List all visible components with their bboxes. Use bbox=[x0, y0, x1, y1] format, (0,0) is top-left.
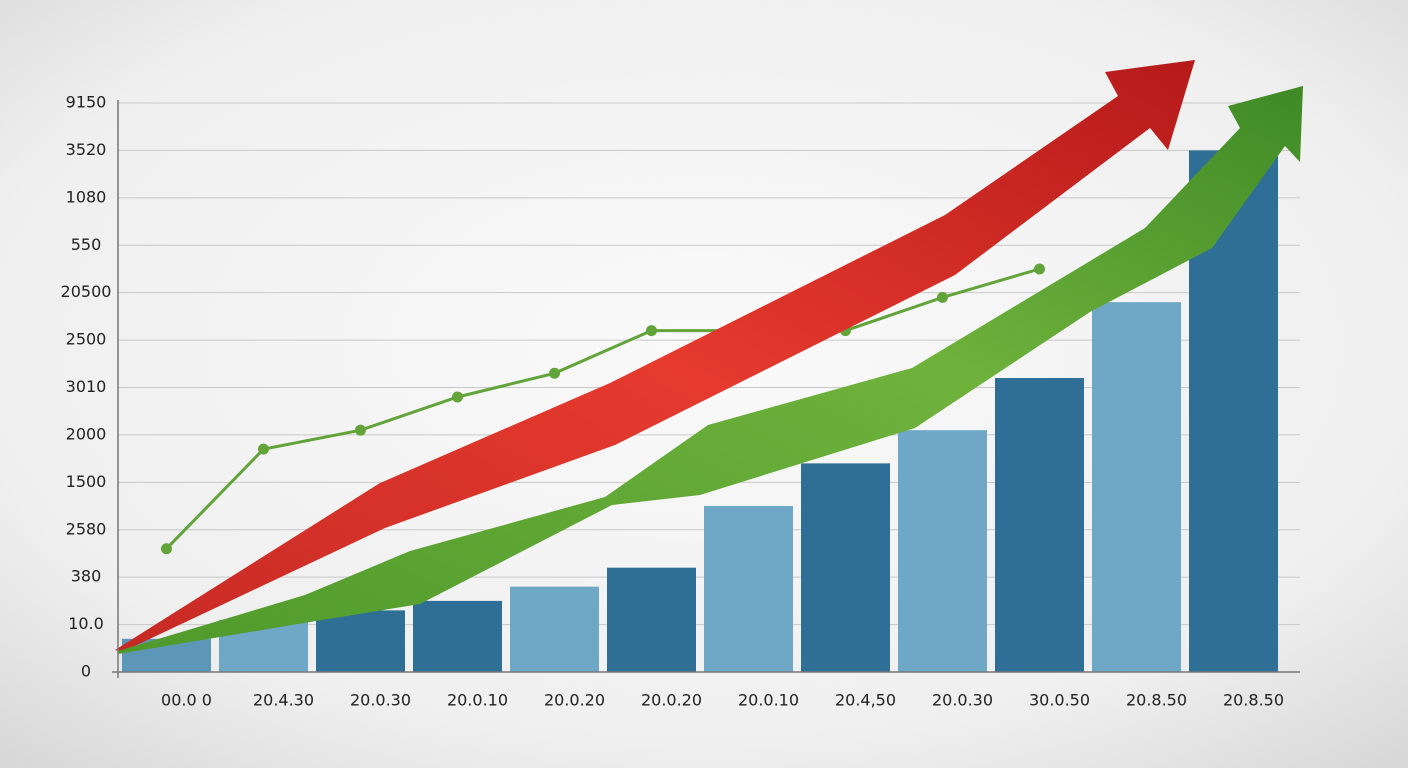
y-tick-label: 1080 bbox=[66, 187, 107, 206]
y-tick-label: 3520 bbox=[66, 140, 107, 159]
bar bbox=[995, 378, 1084, 672]
y-tick-label: 2580 bbox=[66, 519, 107, 538]
y-tick-label: 2500 bbox=[66, 330, 107, 349]
x-tick-label: 30.0.50 bbox=[1029, 691, 1090, 710]
x-tick-label: 20.8.50 bbox=[1126, 691, 1187, 710]
line-point bbox=[161, 543, 172, 555]
x-tick-label: 20.0.20 bbox=[544, 691, 605, 710]
bar bbox=[1092, 302, 1181, 672]
line-point bbox=[355, 424, 366, 436]
bar bbox=[413, 600, 502, 672]
y-tick-label: 1500 bbox=[66, 472, 107, 491]
x-tick-label: 20.0.10 bbox=[738, 691, 799, 710]
x-tick-label: 00.0 0 bbox=[161, 691, 212, 710]
bar bbox=[510, 586, 599, 672]
line-point bbox=[452, 391, 463, 403]
x-tick-label: 20.0.30 bbox=[350, 691, 411, 710]
bar bbox=[704, 506, 793, 672]
y-tick-label: 2000 bbox=[66, 424, 107, 443]
bar bbox=[607, 567, 696, 672]
bar bbox=[801, 463, 890, 672]
x-tick-label: 20.0.10 bbox=[447, 691, 508, 710]
bar bbox=[316, 610, 405, 672]
y-tick-label: 10.0 bbox=[68, 614, 104, 633]
line-series bbox=[165, 267, 1040, 550]
y-tick-label: 380 bbox=[71, 567, 102, 586]
x-tick-label: 20.8.50 bbox=[1223, 691, 1284, 710]
y-tick-label: 9150 bbox=[66, 93, 107, 112]
red-arrow bbox=[115, 60, 1195, 652]
x-tick-label: 20.0.30 bbox=[932, 691, 993, 710]
x-tick-label: 20.4.30 bbox=[253, 691, 314, 710]
x-tick-label: 20.0.20 bbox=[641, 691, 702, 710]
bar bbox=[898, 430, 987, 672]
line-point bbox=[258, 443, 269, 455]
line-point bbox=[549, 367, 560, 379]
line-point bbox=[646, 325, 657, 337]
line-point bbox=[937, 291, 948, 303]
y-tick-label: 20500 bbox=[61, 282, 112, 301]
y-tick-label: 3010 bbox=[66, 377, 107, 396]
x-tick-label: 20.4,50 bbox=[835, 691, 896, 710]
y-tick-label: 550 bbox=[71, 235, 102, 254]
bar-layer bbox=[122, 150, 1278, 672]
line-point bbox=[1034, 263, 1045, 275]
y-tick-label: 0 bbox=[81, 662, 91, 681]
